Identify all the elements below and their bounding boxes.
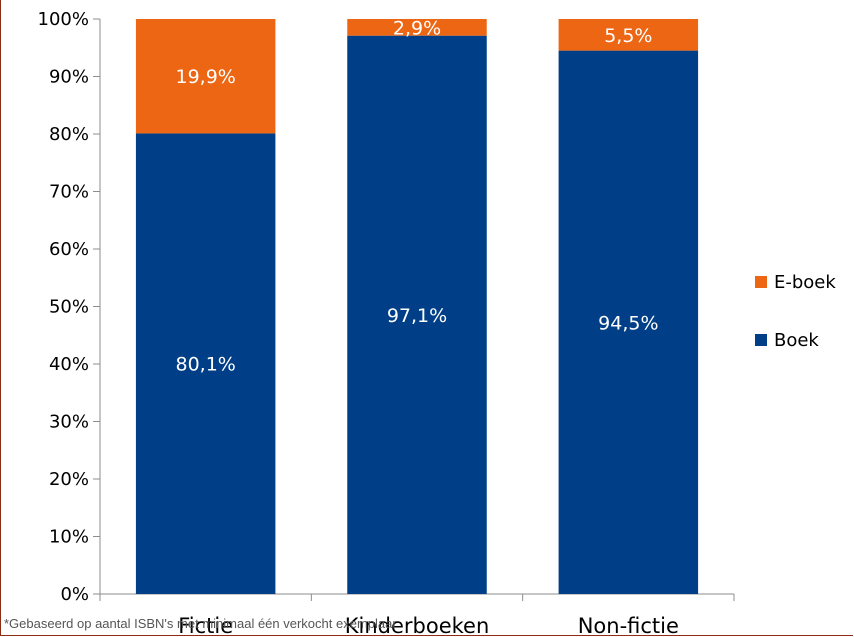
y-tick-label: 40% [49, 354, 89, 375]
legend-swatch-e-boek [755, 276, 767, 288]
y-tick-label: 100% [38, 9, 89, 30]
data-label-boek-2: 94,5% [598, 312, 658, 334]
footnote: *Gebaseerd op aantal ISBN's met minimaal… [4, 616, 397, 631]
legend: E-boek Boek [755, 272, 836, 351]
y-tick-label: 30% [49, 412, 89, 433]
legend-swatch-boek [755, 334, 767, 346]
y-tick-label: 80% [49, 124, 89, 145]
y-tick-label: 60% [49, 239, 89, 260]
y-tick-label: 20% [49, 469, 89, 490]
y-tick-label: 0% [60, 584, 89, 605]
y-tick-label: 50% [49, 297, 89, 318]
data-label-boek-1: 97,1% [387, 305, 447, 327]
y-tick-label: 10% [49, 527, 89, 548]
legend-label-e-boek: E-boek [774, 272, 836, 293]
x-tick-label: Non-fictie [578, 614, 679, 637]
y-tick-label: 70% [49, 182, 89, 203]
data-label-e-boek-0: 19,9% [175, 66, 235, 88]
data-label-e-boek-1: 2,9% [393, 17, 441, 39]
legend-label-boek: Boek [774, 330, 819, 351]
data-label-boek-0: 80,1% [175, 354, 235, 376]
y-tick-label: 90% [49, 67, 89, 88]
data-label-e-boek-2: 5,5% [604, 25, 652, 47]
